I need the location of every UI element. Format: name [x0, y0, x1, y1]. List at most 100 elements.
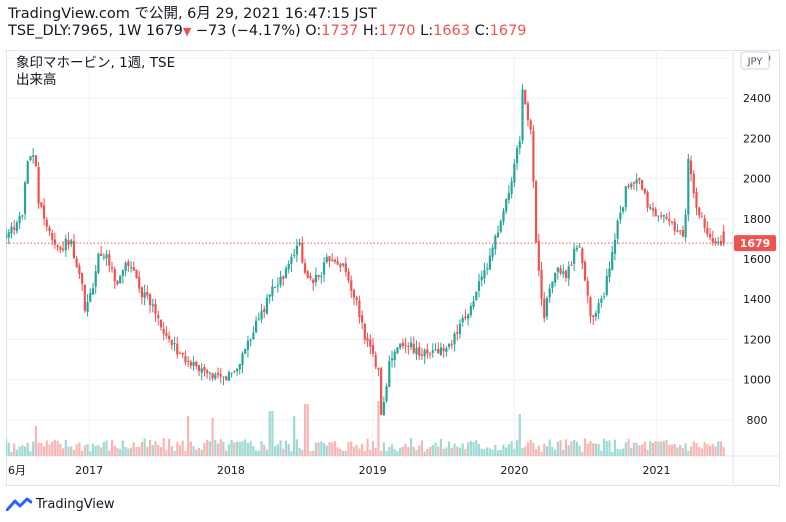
- volume-bar: [97, 445, 100, 456]
- candle-body: [646, 191, 649, 208]
- candle-body: [611, 252, 614, 270]
- candle-body: [176, 343, 179, 355]
- volume-bar: [434, 442, 437, 456]
- volume-bar: [298, 448, 301, 456]
- time-tick-label: 2021: [642, 464, 670, 477]
- volume-bar: [94, 445, 97, 456]
- volume-bar: [700, 448, 704, 456]
- volume-bar: [257, 450, 260, 456]
- candle-body: [673, 221, 676, 232]
- volume-bar: [692, 441, 695, 456]
- candle-body: [233, 370, 236, 372]
- candle-body: [388, 361, 391, 387]
- volume-bar: [407, 447, 410, 456]
- volume-bar: [312, 450, 315, 456]
- volume-bar: [295, 439, 298, 456]
- candle-body: [390, 358, 394, 361]
- last-price-badge: [734, 235, 776, 252]
- volume-bar: [222, 441, 225, 456]
- candle-body: [116, 280, 119, 285]
- chart-frame[interactable]: 800100012001400160018002000220024002600 …: [4, 50, 780, 486]
- candle-body: [170, 340, 173, 345]
- candle-body: [540, 269, 543, 299]
- volume-bar: [129, 447, 133, 456]
- candle-body: [70, 240, 73, 244]
- candle-body: [325, 256, 328, 263]
- volume-bar: [575, 441, 578, 456]
- candle-body: [21, 215, 24, 217]
- volume-bar: [567, 445, 570, 456]
- volume-bar: [170, 446, 173, 456]
- candle-body: [439, 347, 443, 355]
- candle-body: [42, 205, 46, 219]
- candle-body: [651, 208, 655, 211]
- candle-body: [241, 353, 244, 366]
- volume-bar: [393, 449, 396, 456]
- candle-body: [488, 255, 491, 270]
- volume-bar: [301, 449, 304, 456]
- candle-body: [282, 276, 285, 280]
- volume-bar: [233, 442, 236, 456]
- price-tick-label: 2400: [743, 92, 771, 105]
- candle-body: [627, 185, 630, 188]
- candle-body: [187, 360, 190, 362]
- chart-publish-info: TradingView.com で公開, 6月 29, 2021 16:47:1…: [8, 6, 377, 22]
- volume-bar: [64, 440, 67, 456]
- candle-body: [64, 238, 67, 251]
- candle-body: [428, 353, 432, 355]
- currency-button[interactable]: [740, 51, 770, 70]
- volume-bar: [260, 441, 263, 456]
- candle-body: [426, 349, 429, 354]
- volume-bar: [540, 451, 543, 456]
- volume-bar: [458, 447, 462, 456]
- candle-body: [616, 220, 619, 239]
- volume-bar: [350, 441, 353, 456]
- candle-body: [714, 240, 717, 244]
- volume-bar: [361, 443, 364, 456]
- volume-bar: [26, 442, 29, 456]
- candle-body: [157, 315, 160, 319]
- candle-body: [654, 209, 657, 217]
- time-tick-label: 2019: [359, 464, 387, 477]
- candle-body: [477, 281, 481, 291]
- volume-bar: [532, 442, 535, 456]
- volume-bar: [714, 446, 717, 456]
- high-label: H:: [362, 23, 379, 39]
- candle-body: [314, 275, 318, 283]
- candle-body: [13, 227, 16, 230]
- volume-bar: [29, 451, 32, 456]
- candle-body: [246, 340, 250, 350]
- volume-title: 出来高: [16, 71, 57, 88]
- volume-bar: [227, 444, 231, 456]
- candle-body: [665, 216, 668, 219]
- volume-bar: [695, 442, 698, 456]
- candle-body: [230, 372, 233, 374]
- candle-body: [124, 262, 127, 271]
- price-chart[interactable]: 800100012001400160018002000220024002600 …: [4, 50, 780, 486]
- volume-bar: [562, 449, 565, 456]
- candle-body: [178, 352, 182, 354]
- volume-bar: [448, 441, 451, 456]
- candle-body: [371, 345, 375, 354]
- volume-bar: [706, 444, 709, 456]
- volume-bar: [336, 447, 339, 456]
- candle-body: [695, 192, 698, 208]
- volume-bar: [472, 442, 475, 456]
- volume-bar: [602, 438, 606, 456]
- candle-body: [515, 148, 519, 164]
- volume-bar: [268, 411, 271, 456]
- candle-body: [475, 291, 478, 301]
- candle-body: [4, 235, 8, 239]
- volume-bar: [189, 441, 192, 456]
- candle-body: [507, 193, 511, 200]
- volume-bar: [431, 444, 434, 456]
- volume-bar: [382, 442, 385, 456]
- volume-bar: [502, 444, 505, 456]
- candle-body: [567, 266, 570, 279]
- volume-bar: [116, 447, 119, 456]
- tradingview-logo-icon[interactable]: [6, 497, 32, 511]
- candle-body: [453, 333, 456, 345]
- candle-body: [225, 376, 228, 381]
- volume-bar: [132, 442, 135, 456]
- price-tick-label: 1600: [743, 253, 771, 266]
